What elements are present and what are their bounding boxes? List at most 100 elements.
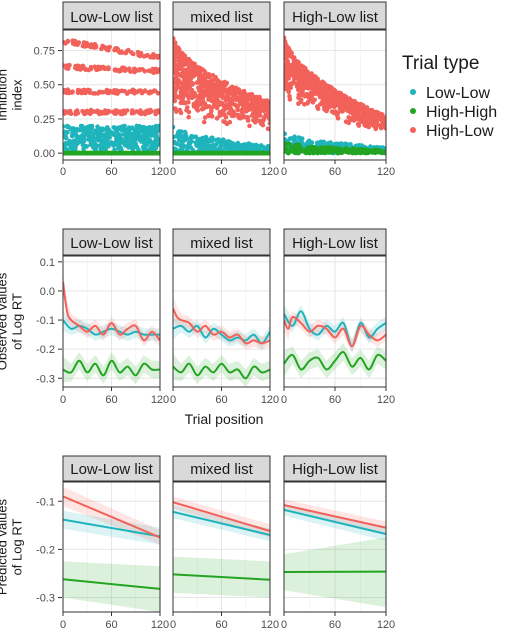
data-point-high-high	[295, 145, 301, 150]
data-point-low-low	[100, 126, 106, 132]
data-point-high-low	[286, 89, 292, 95]
data-point-high-low	[369, 118, 374, 123]
scatter-series-high-high	[63, 150, 160, 156]
data-point-low-low	[115, 138, 121, 143]
data-point-high-low	[216, 89, 221, 94]
data-point-low-low	[70, 131, 75, 136]
y-tick-label: 0.0	[40, 286, 55, 298]
confidence-band-high-high	[63, 561, 160, 612]
data-point-high-high	[284, 141, 288, 147]
data-point-high-low	[184, 61, 189, 67]
panel-mixed-list-row-3: mixed list 0 60 120	[170, 455, 279, 631]
legend-key-high-high	[410, 108, 416, 114]
x-tick-label: 120	[261, 394, 279, 406]
y-axis-label-row-3: Predicted valuesof Log RT	[0, 498, 25, 595]
data-point-high-low	[331, 100, 337, 105]
series-line-high-high	[63, 359, 160, 377]
facet-strip	[62, 455, 161, 482]
data-point-high-low	[209, 98, 215, 104]
data-point-high-low	[214, 105, 220, 111]
data-point-high-low	[355, 115, 360, 120]
data-point-high-high	[207, 150, 213, 156]
panel-high-low-list-row-1: High-Low list 0 60 120	[281, 1, 395, 178]
legend-label-high-high: High-High	[426, 104, 497, 121]
data-point-high-high	[304, 150, 309, 156]
data-point-low-low	[186, 140, 192, 146]
data-point-high-low	[320, 99, 325, 104]
data-point-high-low	[179, 97, 185, 102]
data-point-high-low	[343, 106, 348, 112]
data-point-low-low	[145, 125, 150, 131]
data-point-high-low	[222, 79, 227, 85]
x-tick-label: 0	[170, 619, 176, 631]
facet-title: mixed list	[190, 235, 253, 252]
data-point-high-high	[136, 150, 142, 156]
data-point-low-low	[156, 123, 160, 129]
data-point-high-low	[183, 57, 188, 63]
panel-data	[173, 496, 270, 598]
data-point-high-low	[307, 77, 313, 83]
panel-high-low-list-row-2: High-Low list 0 60 120	[281, 228, 395, 406]
data-point-high-low	[220, 92, 225, 98]
confidence-band-low-low	[63, 309, 160, 341]
data-point-high-low	[73, 65, 78, 71]
data-point-low-low	[138, 139, 144, 144]
data-point-high-low	[203, 71, 208, 77]
x-tick-label: 60	[329, 619, 341, 631]
data-point-high-low	[368, 108, 373, 114]
x-tick-label: 0	[281, 394, 287, 406]
data-point-high-low	[136, 52, 141, 58]
x-tick-label: 120	[377, 166, 395, 178]
data-point-high-high	[73, 150, 79, 156]
data-point-low-low	[63, 131, 67, 136]
data-point-high-low	[143, 109, 148, 115]
data-point-low-low	[213, 137, 219, 143]
data-point-low-low	[179, 141, 184, 147]
data-point-low-low	[220, 137, 226, 142]
data-point-low-low	[91, 145, 96, 150]
panel-mixed-list-row-1: mixed list 0 60 120	[170, 1, 279, 178]
data-point-high-low	[292, 75, 297, 81]
data-point-low-low	[100, 138, 106, 143]
data-point-high-low	[186, 114, 191, 120]
x-tick-label: 120	[151, 166, 169, 178]
y-axis-label-row-1: Inhibitionindex	[0, 69, 25, 121]
facet-title: High-Low list	[292, 9, 379, 26]
facet-strip	[62, 228, 161, 256]
y-axis-label-row-2: Observed valuesof Log RT	[0, 272, 25, 370]
data-point-high-high	[216, 150, 222, 156]
data-point-high-low	[153, 88, 158, 94]
data-point-high-low	[82, 111, 87, 117]
data-point-high-low	[83, 67, 88, 72]
data-point-high-low	[304, 91, 309, 97]
data-point-high-low	[309, 93, 315, 99]
data-point-low-low	[82, 137, 87, 142]
data-point-low-low	[89, 126, 95, 131]
data-point-low-low	[284, 131, 287, 137]
data-point-high-low	[173, 62, 178, 67]
data-point-low-low	[106, 127, 111, 132]
data-point-high-low	[173, 92, 178, 97]
data-point-high-low	[284, 40, 288, 45]
facet-title: High-Low list	[292, 461, 379, 478]
panel-data	[284, 499, 386, 608]
series-line-low-low	[173, 510, 270, 536]
data-point-high-low	[145, 52, 150, 58]
panel-data	[63, 38, 160, 156]
data-point-low-low	[79, 123, 85, 129]
data-point-high-low	[325, 84, 330, 89]
data-point-low-low	[181, 137, 187, 142]
data-point-low-low	[63, 124, 66, 129]
data-point-high-high	[63, 150, 66, 156]
data-point-high-low	[378, 124, 384, 130]
data-point-high-low	[180, 71, 186, 77]
data-point-high-low	[75, 90, 81, 96]
data-point-low-low	[332, 141, 338, 147]
data-point-high-low	[252, 101, 257, 106]
data-point-high-low	[119, 49, 124, 54]
data-point-high-low	[316, 84, 321, 89]
data-point-high-low	[190, 63, 195, 68]
data-point-low-low	[246, 141, 252, 146]
data-point-high-low	[180, 85, 185, 91]
